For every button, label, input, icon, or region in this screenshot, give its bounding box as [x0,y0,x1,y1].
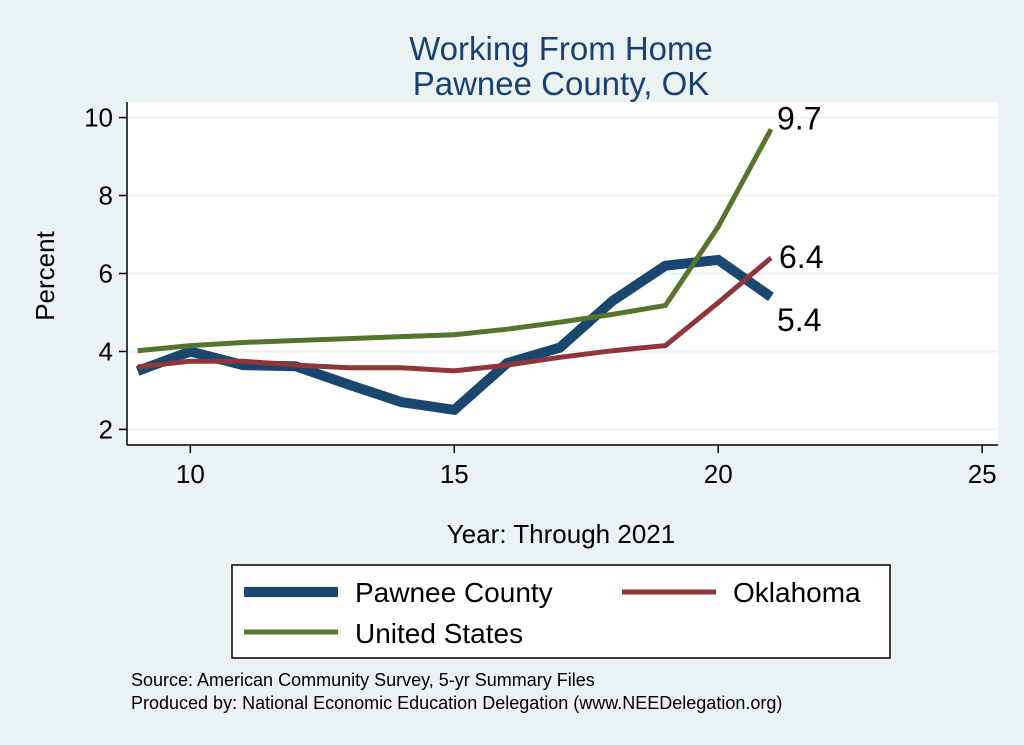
series-line-pawnee-county [135,254,774,416]
legend-label-pawnee-county: Pawnee County [355,577,553,608]
series-line-united-states [137,128,774,354]
y-tick-label-4: 4 [99,336,113,366]
legend: Pawnee County Oklahoma United States [231,564,891,659]
x-tick-label-25: 25 [968,459,997,489]
end-label-oklahoma: 6.4 [779,239,823,275]
chart-subtitle: Pawnee County, OK [413,65,710,102]
y-tick-label-6: 6 [99,259,113,289]
producer-note: Produced by: National Economic Education… [131,693,782,713]
source-note: Source: American Community Survey, 5-yr … [131,670,595,690]
y-tick-label-2: 2 [99,414,113,444]
y-axis-title: Percent [30,230,60,320]
end-label-pawnee-county: 5.4 [777,302,821,338]
legend-label-oklahoma: Oklahoma [733,577,861,608]
series-lines [135,128,774,416]
x-tick-label-10: 10 [176,459,205,489]
y-tick-label-8: 8 [99,181,113,211]
end-labels: 5.4 6.4 9.7 [777,100,823,338]
axis-ticks: 2 4 6 8 10 10 15 20 25 [84,103,997,489]
legend-label-united-states: United States [355,618,523,649]
x-tick-label-20: 20 [704,459,733,489]
legend-box [231,564,891,659]
series-line-oklahoma [137,255,773,374]
end-label-united-states: 9.7 [777,100,821,136]
y-tick-label-10: 10 [84,103,113,133]
chart-title: Working From Home [409,30,713,67]
x-tick-label-15: 15 [440,459,469,489]
x-axis-title: Year: Through 2021 [447,519,675,549]
